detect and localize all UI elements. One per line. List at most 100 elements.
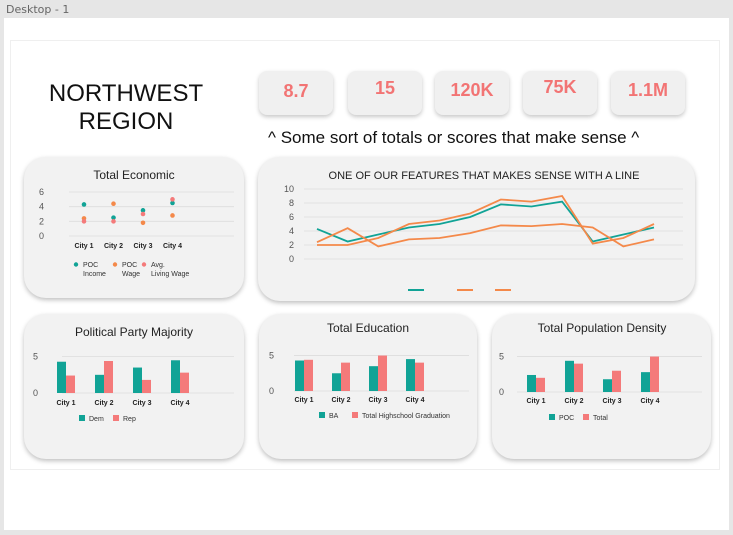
y-tick-label: 8 [289,198,294,208]
bar [66,375,75,393]
education-chart: Total Education 0 5 City 1 City 2 City 3 City … [269,321,469,420]
y-tick-label: 2 [289,240,294,250]
legend-marker [112,262,118,267]
bar [104,361,113,393]
feature-line-chart: ONE OF OUR FEATURES THAT MAKES SENSE WIT… [284,170,683,291]
category-label: City 3 [368,397,387,404]
bar [378,355,387,391]
y-tick-label: 0 [499,387,504,397]
panel-population[interactable]: Total Population Density 0 5 City 1 City 2 Ci… [492,314,711,459]
category-label: City 4 [405,397,424,404]
category-label: City 3 [132,400,151,407]
chart-title: Total Population Density [538,321,667,335]
legend-label: Avg. [151,262,165,269]
legend-marker [113,415,119,421]
political-chart: Political Party Majority 0 5 City 1 City 2 Ci… [33,325,234,423]
y-tick-label: 5 [499,352,504,362]
legend-label: Total Highschool Graduation [362,413,450,420]
y-tick-label: 6 [39,187,44,197]
legend-label: Rep [123,416,136,423]
category-label: City 1 [56,400,75,407]
category-label: City 3 [133,243,152,250]
data-point [170,197,175,202]
category-label: City 2 [331,397,350,404]
category-label: City 2 [564,398,583,405]
bar [406,359,415,391]
bar [536,377,545,392]
legend-marker [583,414,589,420]
chart-title: Political Party Majority [75,325,193,339]
bar [574,363,583,392]
stat-box-3[interactable]: 120K [435,71,509,115]
legend-label: Living Wage [151,271,189,278]
category-label: City 1 [294,397,313,404]
population-chart: Total Population Density 0 5 City 1 City 2 Ci… [499,321,702,422]
legend-marker [73,262,79,267]
region-title-line2: REGION [78,108,174,135]
y-tick-label: 4 [39,202,44,212]
stats-caption: ^ Some sort of totals or scores that mak… [268,128,640,147]
bar [295,360,304,391]
category-label: City 4 [170,400,189,407]
legend-label: Dem [89,416,104,423]
panel-feature-line[interactable]: ONE OF OUR FEATURES THAT MAKES SENSE WIT… [258,157,695,301]
legend-label: Total [593,415,608,422]
economic-chart: Total Economic 0 2 4 6 City 1 City 2 City 3 City… [39,168,234,278]
data-point [140,211,146,217]
y-tick-label: 10 [284,184,294,194]
category-label: City 4 [640,398,659,405]
dashboard-frame [10,40,720,470]
y-tick-label: 0 [33,388,38,398]
bar [527,374,536,392]
data-point [81,219,87,224]
stat-box-1[interactable]: 8.7 [259,71,333,115]
bar [565,360,574,392]
legend-marker [141,262,147,267]
category-label: City 2 [104,243,123,250]
region-title-line1: NORTHWEST [48,80,204,107]
y-tick-label: 0 [269,386,274,396]
category-label: City 1 [74,243,93,250]
series-line [316,200,655,243]
chart-title: ONE OF OUR FEATURES THAT MAKES SENSE WIT… [329,170,640,182]
region-title: NORTHWEST REGION [36,80,216,136]
legend-marker [319,412,325,418]
category-label: City 1 [526,398,545,405]
category-label: City 4 [163,243,182,250]
y-tick-label: 0 [39,231,44,241]
legend-label: Wage [122,271,140,278]
data-point [111,219,116,224]
category-label: City 2 [94,400,113,407]
bar [171,360,180,393]
data-point [140,220,146,226]
y-tick-label: 0 [289,254,294,264]
panel-economic[interactable]: Total Economic 0 2 4 6 City 1 City 2 City 3 City… [24,157,244,298]
bar [612,370,621,392]
legend-label: POC [122,262,137,269]
y-tick-label: 4 [289,226,294,236]
chart-title: Total Education [327,321,409,335]
legend-label: POC [559,415,574,422]
y-tick-label: 2 [39,216,44,226]
legend-marker [79,415,85,421]
stat-box-5[interactable]: 1.1M [611,71,685,115]
bar [415,362,424,391]
chart-title: Total Economic [93,168,174,182]
panel-education[interactable]: Total Education 0 5 City 1 City 2 City 3 City … [259,314,477,459]
legend-label: Income [83,271,106,278]
legend-label: BA [329,413,339,420]
panel-political[interactable]: Political Party Majority 0 5 City 1 City 2 Ci… [24,314,244,459]
legend-label: POC [83,262,98,269]
bar [369,366,378,391]
stat-box-4[interactable]: 75K [523,71,597,115]
data-point [111,201,116,207]
bar [332,373,341,391]
stat-box-2[interactable]: 15 [348,71,422,115]
category-label: City 3 [602,398,621,405]
series-line [316,223,655,248]
bar [57,361,66,393]
bar [133,367,142,393]
bar [603,379,612,392]
series-line [317,195,655,246]
bar [341,362,350,391]
